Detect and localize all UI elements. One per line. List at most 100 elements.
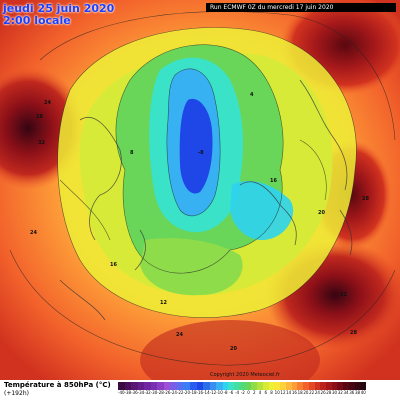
scale-cell: -10 (216, 382, 223, 398)
scale-value: 38 (354, 390, 361, 395)
scale-value: -40 (118, 390, 125, 395)
scale-value: 32 (337, 390, 343, 395)
isotherm-label: 24 (176, 332, 183, 338)
forecast-date-title: jeudi 25 juin 2020 (3, 2, 115, 15)
scale-cell: -14 (203, 382, 210, 398)
scale-value: 20 (303, 390, 309, 395)
legend-title: Température à 850hPa (°C) (4, 381, 111, 389)
scale-value: 0 (247, 390, 250, 395)
scale-value: -8 (223, 390, 228, 395)
scale-cell: 24 (314, 382, 321, 398)
isotherm-label: 20 (318, 210, 325, 216)
scale-swatch (118, 382, 125, 390)
isotherm-label: 28 (36, 114, 43, 120)
heat-core-south (140, 320, 320, 380)
scale-swatch (190, 382, 197, 390)
scale-cell: 0 (245, 382, 252, 398)
scale-swatch (314, 382, 321, 390)
scale-value: 36 (349, 390, 355, 395)
scale-cell: -22 (176, 382, 184, 398)
scale-cell: -34 (137, 382, 145, 398)
isotherm-label: 28 (362, 196, 369, 202)
scale-swatch (144, 382, 151, 390)
scale-cell: 28 (325, 382, 332, 398)
temperature-map (0, 0, 400, 380)
scale-cell: 26 (320, 382, 326, 398)
scale-swatch (331, 382, 338, 390)
scale-value: 40 (360, 390, 366, 395)
scale-swatch (262, 382, 269, 390)
scale-value: 30 (332, 390, 338, 395)
isotherm-label: 4 (250, 92, 254, 98)
scale-cell: -12 (209, 382, 217, 398)
isotherm-label: 24 (44, 100, 51, 106)
scale-value: -18 (190, 390, 197, 395)
scale-value: 24 (314, 390, 320, 395)
isotherm-label: 12 (160, 300, 167, 306)
scale-swatch (209, 382, 217, 390)
model-run-info: Run ECMWF 0Z du mercredi 17 juin 2020 (206, 3, 396, 12)
scale-cell: 2 (251, 382, 258, 398)
scale-value: 8 (270, 390, 273, 395)
scale-value: 28 (326, 390, 332, 395)
scale-swatch (228, 382, 235, 390)
cold-lobe-east (230, 180, 294, 240)
scale-swatch (343, 382, 349, 390)
scale-swatch (303, 382, 309, 390)
scale-cell: 10 (274, 382, 281, 398)
scale-value: -22 (176, 390, 184, 395)
scale-swatch (280, 382, 286, 390)
scale-cell: -26 (163, 382, 171, 398)
scale-cell: -16 (196, 382, 204, 398)
scale-value: -24 (170, 390, 177, 395)
scale-cell: 8 (268, 382, 275, 398)
isotherm-label: 24 (30, 230, 37, 236)
green-extension-south (140, 238, 243, 296)
isotherm-label: 28 (350, 330, 357, 336)
isotherm-label: 8 (130, 150, 134, 156)
scale-swatch (257, 382, 263, 390)
scale-cell: 6 (262, 382, 269, 398)
color-scale: -40 -38 -36 -34 -32 -30 -28 -26 -24 -22 -20 -18 -16-… (118, 382, 367, 398)
scale-cell: -20 (183, 382, 191, 398)
scale-swatch (163, 382, 171, 390)
scale-value: -16 (196, 390, 204, 395)
scale-swatch (268, 382, 275, 390)
scale-swatch (251, 382, 258, 390)
scale-cell: -18 (190, 382, 197, 398)
coldest-core (179, 98, 213, 194)
scale-swatch (157, 382, 164, 390)
scale-cell: -28 (157, 382, 164, 398)
scale-cell: -38 (124, 382, 132, 398)
scale-value: 18 (297, 390, 303, 395)
scale-swatch (320, 382, 326, 390)
scale-cell: -30 (150, 382, 158, 398)
scale-cell: 30 (331, 382, 338, 398)
scale-value: 16 (291, 390, 297, 395)
scale-value: 34 (343, 390, 349, 395)
scale-cell: 38 (354, 382, 361, 398)
scale-value: -30 (150, 390, 158, 395)
scale-swatch (124, 382, 132, 390)
scale-cell: 18 (297, 382, 304, 398)
copyright-text: Copyright 2020 Meteociel.fr (210, 372, 280, 378)
scale-swatch (222, 382, 229, 390)
scale-cell: 4 (257, 382, 263, 398)
scale-value: 10 (274, 390, 280, 395)
scale-swatch (337, 382, 344, 390)
scale-value: 2 (253, 390, 256, 395)
scale-swatch (170, 382, 177, 390)
forecast-time-title: 2:00 locale (3, 14, 71, 27)
scale-swatch (297, 382, 304, 390)
isotherm-label: -8 (198, 150, 204, 156)
scale-cell: 20 (303, 382, 309, 398)
scale-swatch (196, 382, 204, 390)
isotherm-label: 32 (340, 292, 347, 298)
scale-swatch (203, 382, 210, 390)
scale-value: -26 (163, 390, 171, 395)
scale-swatch (131, 382, 138, 390)
scale-value: -4 (235, 390, 240, 395)
scale-value: 4 (258, 390, 262, 395)
scale-value: -6 (229, 390, 234, 395)
